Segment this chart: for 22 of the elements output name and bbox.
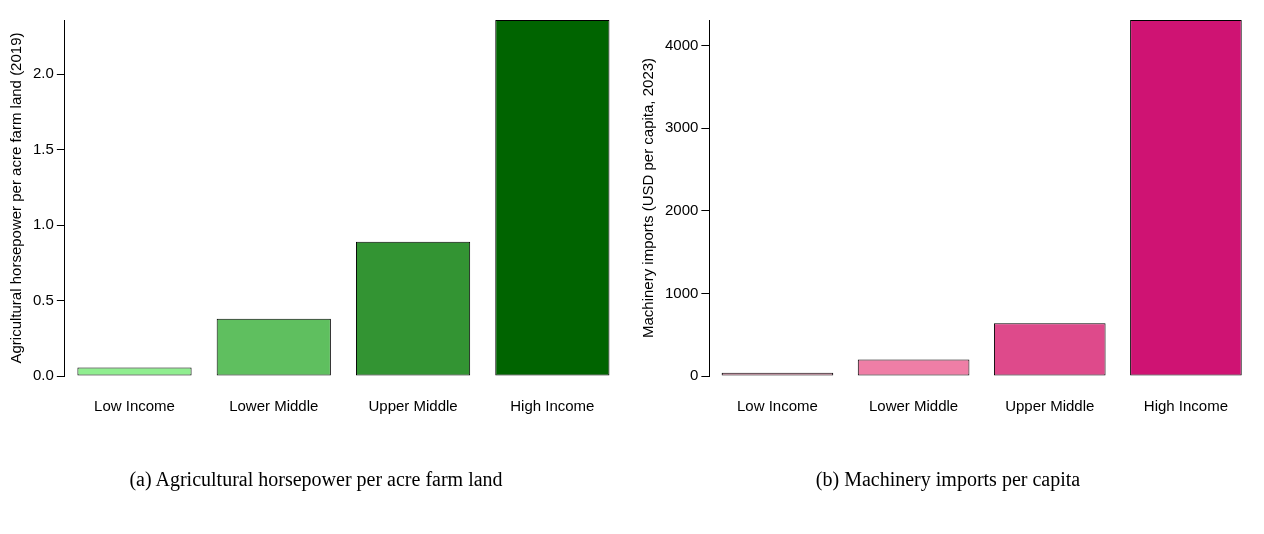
text: (b) Machinery imports per capita (814, 468, 1082, 491)
x-tick-label: Upper Middle (1005, 397, 1095, 415)
y-tick-label: 1.0 (32, 215, 54, 233)
y-tick-label: 0.0 (32, 366, 54, 384)
y-axis-title: Machinery imports (USD per capita, 2023) (639, 57, 657, 339)
y-tick-label: 2000 (664, 200, 699, 218)
x-tick-label: Low Income (737, 397, 818, 415)
x-tick-label: Upper Middle (368, 397, 458, 415)
y-tick-label: 1000 (664, 283, 699, 301)
x-tick-label: High Income (1143, 397, 1229, 415)
x-tick-label: Lower Middle (229, 397, 319, 415)
y-tick-label: 0 (690, 366, 699, 384)
y-tick-label: 4000 (664, 35, 699, 53)
x-tick-label: Low Income (94, 397, 175, 415)
y-tick-label: 3000 (664, 118, 699, 136)
y-axis-title: Agricultural horsepower per acre farm land (2019) (7, 32, 25, 364)
y-tick-label: 2.0 (32, 64, 54, 82)
x-tick-label: Lower Middle (869, 397, 959, 415)
y-tick-label: 1.5 (32, 139, 54, 157)
text: (a) Agricultural horsepower per acre farm land (128, 468, 504, 491)
y-tick-label: 0.5 (32, 290, 54, 308)
x-tick-label: High Income (510, 397, 595, 415)
